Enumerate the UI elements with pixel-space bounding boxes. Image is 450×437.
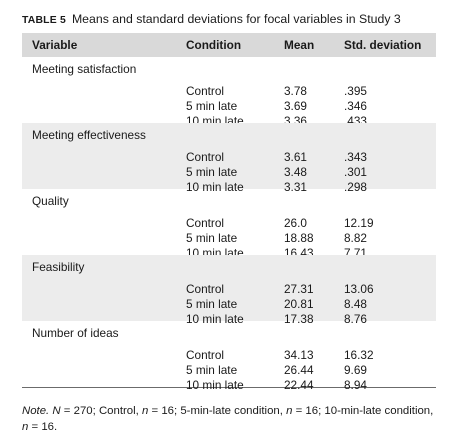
condition-cell: Control — [186, 216, 225, 230]
mean-cell: 22.44 — [284, 378, 314, 392]
variable-group: Meeting satisfaction Control 3.78.395 5 min… — [22, 57, 436, 128]
note-symbol: n — [22, 421, 29, 433]
table-row: Control 26.0 12.19 — [22, 216, 436, 231]
variable-group: Quality Control 26.0 12.19 5 min late 18.88 8.… — [22, 189, 436, 260]
note-label: Note. — [22, 405, 50, 417]
header-mean: Mean — [284, 38, 315, 52]
note-symbol: n — [142, 405, 149, 417]
sd-cell: 8.94 — [344, 378, 367, 392]
note-symbol: N — [52, 405, 61, 417]
sd-cell: 8.82 — [344, 231, 367, 245]
condition-cell: 10 min late — [186, 312, 244, 326]
variable-name: Number of ideas — [32, 326, 119, 340]
condition-cell: 5 min late — [186, 297, 238, 311]
table-row: 5 min late 20.81 8.48 — [22, 297, 436, 312]
variable-group: Meeting effectiveness Control 3.61.343 5 mi… — [22, 123, 436, 194]
mean-cell: 3.78 — [284, 84, 307, 98]
condition-cell: 10 min late — [186, 378, 244, 392]
table-row: Control 3.78 .395 — [22, 84, 436, 99]
table-bottom-rule — [22, 387, 436, 388]
sd-cell: 8.76 — [344, 312, 367, 326]
table-row: 5 min late 3.69 .346 — [22, 99, 436, 114]
table-row: 10 min late 17.38 8.76 — [22, 312, 436, 327]
mean-cell: 3.61 — [284, 150, 307, 164]
condition-cell: Control — [186, 84, 225, 98]
header-variable: Variable — [32, 38, 78, 52]
condition-cell: Control — [186, 348, 225, 362]
table-row: 5 min late 26.44 9.69 — [22, 363, 436, 378]
mean-cell: 26.44 — [284, 363, 314, 377]
note-symbol: n — [286, 405, 293, 417]
sd-cell: .346 — [344, 99, 367, 113]
table-row: Control 34.13 16.32 — [22, 348, 436, 363]
condition-cell: 5 min late — [186, 165, 238, 179]
note-segment: = 16; 5-min-late condition, — [148, 405, 287, 417]
condition-cell: 5 min late — [186, 99, 238, 113]
mean-cell: 18.88 — [284, 231, 314, 245]
condition-cell: Control — [186, 282, 225, 296]
table-header: Variable Condition Mean Std. deviation — [22, 33, 436, 57]
mean-cell: 17.38 — [284, 312, 314, 326]
table-number: TABLE 5 — [22, 15, 66, 26]
table-row: 5 min late 18.88 8.82 — [22, 231, 436, 246]
mean-cell: 3.48 — [284, 165, 307, 179]
table-row: 10 min late 22.44 8.94 — [22, 378, 436, 393]
condition-cell: 5 min late — [186, 363, 238, 377]
data-table: Variable Condition Mean Std. deviation M… — [22, 33, 436, 392]
mean-cell: 3.69 — [284, 99, 307, 113]
table-caption: TABLE 5 Means and standard deviations for… — [22, 11, 401, 29]
note-text: N = 270; Control, n = 16; 5-min-late con… — [22, 405, 433, 433]
table-row: Control 3.61 .343 — [22, 150, 436, 165]
table-body: Meeting satisfaction Control 3.78.395 5 min… — [22, 57, 436, 392]
sd-cell: 9.69 — [344, 363, 367, 377]
header-condition: Condition — [186, 38, 242, 52]
variable-name: Meeting effectiveness — [32, 128, 146, 142]
sd-cell: 8.48 — [344, 297, 367, 311]
note-segment: = 270; Control, — [60, 405, 143, 417]
variable-name: Meeting satisfaction — [32, 62, 137, 76]
sd-cell: .343 — [344, 150, 367, 164]
header-sd: Std. deviation — [344, 38, 422, 52]
table-row: Control 27.31 13.06 — [22, 282, 436, 297]
mean-cell: 3.31 — [284, 180, 307, 194]
variable-name: Feasibility — [32, 260, 85, 274]
condition-cell: 10 min late — [186, 180, 244, 194]
variable-group: Number of ideas Control 34.13 16.32 5 min la… — [22, 321, 436, 392]
mean-cell: 27.31 — [284, 282, 314, 296]
sd-cell: 16.32 — [344, 348, 374, 362]
mean-cell: 26.0 — [284, 216, 307, 230]
note-segment: = 16; 10-min-late condition, — [292, 405, 434, 417]
table-note: Note. N = 270; Control, n = 16; 5-min-la… — [22, 403, 438, 435]
table-row: 5 min late 3.48 .301 — [22, 165, 436, 180]
mean-cell: 34.13 — [284, 348, 314, 362]
mean-cell: 20.81 — [284, 297, 314, 311]
table-title: Means and standard deviations for focal … — [71, 12, 401, 26]
note-segment: = 16. — [28, 421, 58, 433]
sd-cell: .298 — [344, 180, 367, 194]
sd-cell: .301 — [344, 165, 367, 179]
variable-group: Feasibility Control 27.31 13.06 5 min late 20… — [22, 255, 436, 326]
sd-cell: 12.19 — [344, 216, 374, 230]
sd-cell: .395 — [344, 84, 367, 98]
variable-name: Quality — [32, 194, 69, 208]
condition-cell: Control — [186, 150, 225, 164]
sd-cell: 13.06 — [344, 282, 374, 296]
condition-cell: 5 min late — [186, 231, 238, 245]
table-row: 10 min late 3.31 .298 — [22, 180, 436, 195]
